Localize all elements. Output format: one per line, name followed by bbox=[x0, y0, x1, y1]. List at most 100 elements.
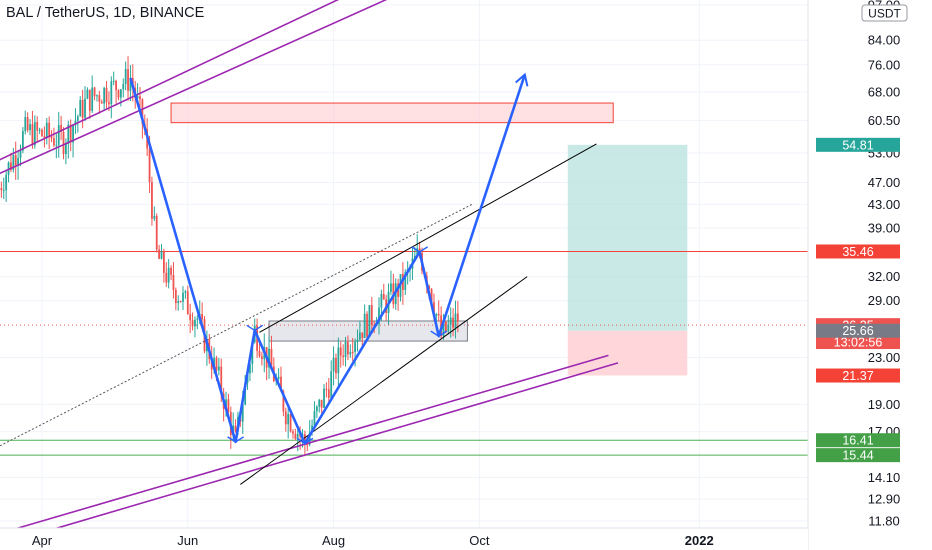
candle-body bbox=[2, 190, 5, 192]
candle-body bbox=[19, 150, 22, 158]
candle-body bbox=[93, 87, 96, 97]
candle-body bbox=[413, 255, 416, 259]
pivot-mark bbox=[411, 246, 428, 253]
candle-body bbox=[241, 404, 244, 422]
channel-line bbox=[0, 362, 619, 546]
candle-body bbox=[79, 100, 82, 117]
candle-body bbox=[363, 313, 366, 338]
time-tick-label: Jun bbox=[177, 533, 198, 548]
candle-body bbox=[86, 89, 89, 99]
candle-body bbox=[308, 432, 311, 445]
candle-body bbox=[292, 431, 294, 434]
candle-body bbox=[112, 80, 115, 82]
candle-body bbox=[280, 376, 282, 392]
channel-line bbox=[0, 0, 340, 161]
candle-body bbox=[347, 341, 349, 355]
candle-body bbox=[260, 356, 263, 360]
price-label-text: 25.66 bbox=[842, 324, 873, 338]
candle-body bbox=[366, 313, 368, 337]
channel-line bbox=[0, 354, 609, 535]
candle-body bbox=[361, 332, 364, 338]
candle-body bbox=[337, 347, 340, 374]
target-zone bbox=[567, 144, 688, 331]
candle-body bbox=[50, 136, 53, 139]
price-tick-label: 47.00 bbox=[868, 175, 901, 190]
candle-body bbox=[215, 357, 218, 371]
candle-body bbox=[249, 363, 251, 374]
price-tick-label: 39.00 bbox=[868, 221, 901, 236]
candle-body bbox=[225, 399, 227, 409]
chart-title: BAL / TetherUS, 1D, BINANCE bbox=[6, 5, 205, 21]
candle-body bbox=[153, 215, 156, 219]
candle-body bbox=[332, 357, 335, 372]
price-tick-label: 60.50 bbox=[868, 113, 901, 128]
candle-body bbox=[282, 391, 285, 412]
candle-body bbox=[447, 324, 450, 332]
candle-body bbox=[108, 102, 110, 105]
price-tick-label: 23.00 bbox=[868, 350, 901, 365]
drawings bbox=[0, 0, 619, 546]
candle-body bbox=[122, 83, 125, 90]
candle-body bbox=[43, 136, 46, 138]
candle-body bbox=[174, 289, 177, 304]
candle-body bbox=[41, 129, 43, 137]
currency-badge[interactable]: USDT bbox=[861, 4, 908, 22]
channel-line bbox=[0, 0, 388, 175]
candle-body bbox=[151, 182, 153, 219]
candle-body bbox=[227, 399, 230, 413]
candle-body bbox=[251, 342, 254, 364]
candle-body bbox=[378, 307, 380, 325]
candle-body bbox=[296, 433, 299, 439]
candle-body bbox=[141, 99, 144, 124]
price-tick-label: 12.90 bbox=[868, 492, 901, 507]
time-axis-bg bbox=[0, 528, 808, 550]
dotted-trend-line bbox=[0, 203, 473, 447]
candle-body bbox=[456, 313, 459, 322]
candle-body bbox=[115, 80, 117, 91]
pivot-mark bbox=[296, 437, 314, 445]
candle-body bbox=[354, 342, 356, 353]
grid bbox=[0, 0, 812, 528]
candle-body bbox=[304, 434, 306, 445]
candle-body bbox=[370, 305, 373, 326]
candle-body bbox=[38, 129, 41, 131]
price-tick-label: 19.00 bbox=[868, 397, 901, 412]
candle-body bbox=[258, 350, 261, 357]
price-axis[interactable]: 97.0084.0076.0068.0060.5053.0047.0043.00… bbox=[807, 0, 932, 550]
candle-body bbox=[98, 95, 101, 102]
target-arrow bbox=[515, 72, 529, 87]
candle-body bbox=[445, 321, 447, 332]
candle-body bbox=[234, 425, 237, 432]
candle-body bbox=[189, 314, 192, 321]
price-label-badge bbox=[816, 244, 900, 259]
stop-zone bbox=[567, 330, 688, 376]
candle-body bbox=[217, 366, 220, 371]
candle-body bbox=[60, 125, 63, 132]
candle-body bbox=[62, 131, 65, 154]
candle-body bbox=[382, 293, 385, 300]
price-label-text: 15.44 bbox=[842, 449, 873, 463]
candle-body bbox=[165, 272, 168, 283]
candle-body bbox=[344, 341, 347, 357]
price-tick-label: 68.00 bbox=[868, 85, 901, 100]
candle-body bbox=[167, 267, 170, 283]
candle-body bbox=[36, 122, 39, 131]
candle-body bbox=[186, 291, 189, 315]
price-label-text: 21.37 bbox=[842, 369, 873, 383]
price-tick-label: 11.80 bbox=[868, 514, 900, 529]
time-axis[interactable]: Apr Jun Aug Oct 2022 bbox=[0, 527, 808, 550]
candle-body bbox=[277, 376, 280, 379]
pivot-mark bbox=[246, 324, 264, 332]
candle-body bbox=[335, 357, 337, 374]
candle-body bbox=[10, 162, 12, 170]
candle-body bbox=[430, 289, 433, 303]
candle-body bbox=[380, 293, 383, 308]
candle-body bbox=[0, 188, 3, 191]
candle-body bbox=[368, 305, 371, 337]
candle-body bbox=[442, 321, 445, 337]
candle-body bbox=[196, 318, 199, 320]
candle-body bbox=[5, 174, 8, 191]
price-label-badge bbox=[816, 368, 900, 383]
candle-body bbox=[136, 96, 139, 99]
